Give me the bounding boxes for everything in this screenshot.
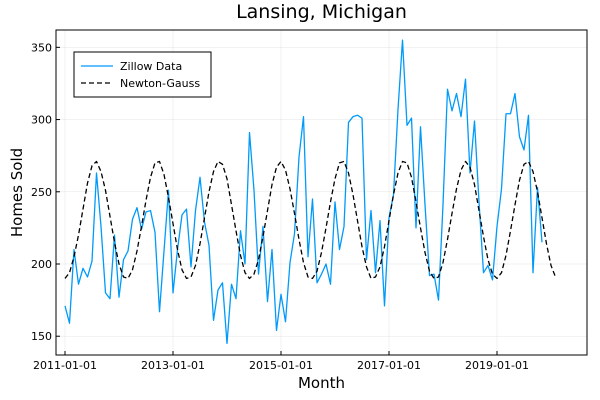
- x-tick-label: 2013-01-01: [141, 359, 205, 372]
- y-tick-label: 150: [31, 330, 52, 343]
- legend: Zillow Data Newton-Gauss: [73, 51, 212, 98]
- grid: [56, 30, 587, 355]
- y-tick-label: 350: [31, 41, 52, 54]
- y-tick-label: 250: [31, 186, 52, 199]
- series-line-newton-gauss: [64, 160, 557, 280]
- x-tick-label: 2019-01-01: [465, 359, 529, 372]
- x-tick-label: 2015-01-01: [249, 359, 313, 372]
- plot-area: [55, 29, 588, 356]
- y-tick-label: 200: [31, 258, 52, 271]
- y-axis-title: Homes Sold: [8, 148, 26, 237]
- series-line-zillow-data: [64, 39, 543, 345]
- axis-ticks: 2011-01-01 2013-01-01 2015-01-01 2017-01-01…: [31, 41, 529, 372]
- y-tick-label: 300: [31, 114, 52, 127]
- legend-label-zillow-data: Zillow Data: [120, 60, 182, 73]
- x-tick-label: 2017-01-01: [357, 359, 421, 372]
- x-axis-title: Month: [298, 374, 345, 392]
- legend-label-newton-gauss: Newton-Gauss: [120, 77, 200, 90]
- series: [64, 39, 557, 345]
- chart-title: Lansing, Michigan: [236, 1, 407, 23]
- x-tick-label: 2011-01-01: [33, 359, 97, 372]
- legend-box: [73, 51, 212, 98]
